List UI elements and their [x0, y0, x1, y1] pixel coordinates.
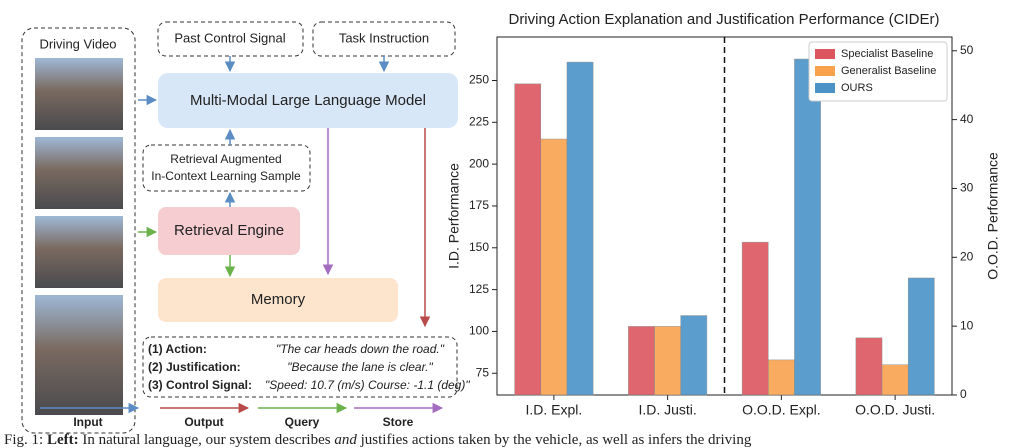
- diagram: Driving Video Past Control Signal Task I…: [21, 21, 470, 434]
- video-box: [21, 27, 136, 434]
- y-tick-label: 100: [469, 324, 489, 338]
- engine-box: [158, 207, 300, 255]
- chart-title: Driving Action Explanation and Justifica…: [508, 11, 939, 28]
- y-tick-label: 200: [469, 156, 489, 170]
- video-frame: [35, 137, 123, 209]
- output-label: (3) Control Signal:: [148, 378, 252, 392]
- video-label: Driving Video: [39, 36, 116, 51]
- legend-label: Input: [73, 415, 102, 429]
- x-tick-label: O.O.D. Expl.: [742, 402, 821, 418]
- caption-part: Left:: [47, 432, 79, 448]
- bar: [855, 337, 883, 396]
- bar: [907, 277, 935, 396]
- engine-label: Retrieval Engine: [174, 222, 284, 239]
- arrows: [40, 56, 444, 414]
- task-label: Task Instruction: [339, 30, 429, 45]
- past-box: [157, 21, 304, 57]
- y2-tick-label: 20: [960, 249, 974, 263]
- legend-label: Query: [285, 415, 320, 429]
- legend-label: Generalist Baseline: [841, 65, 936, 77]
- caption-part: Fig. 1:: [4, 432, 43, 448]
- legend-swatch: [815, 66, 835, 76]
- x-tick-label: I.D. Justi.: [638, 402, 696, 418]
- x-tick-label: I.D. Expl.: [525, 402, 582, 418]
- bar: [628, 326, 655, 396]
- output-text: "Speed: 10.7 (m/s) Course: -1.1 (deg)": [265, 378, 470, 392]
- sample-box: [142, 144, 311, 192]
- video-frame: [35, 216, 123, 288]
- y-tick-label: 150: [469, 240, 489, 254]
- output-label: (1) Action:: [148, 342, 207, 356]
- bar: [768, 359, 795, 396]
- bar: [654, 326, 681, 396]
- caption: Fig. 1: Left: In natural language, our s…: [4, 432, 752, 448]
- y-tick-label: 125: [469, 282, 489, 296]
- chart: Driving Action Explanation and Justifica…: [446, 11, 1001, 418]
- legend-label: Output: [184, 415, 223, 429]
- y-tick-label: 225: [469, 114, 489, 128]
- y2-tick-label: 10: [960, 318, 974, 332]
- y-tick-label: 250: [469, 73, 489, 87]
- legend-box: [808, 41, 948, 102]
- memory-label: Memory: [251, 291, 306, 308]
- bar: [540, 138, 568, 396]
- y2-tick-label: 50: [960, 43, 974, 57]
- y2-tick-label: 30: [960, 181, 974, 195]
- output-text: "Because the lane is clear.": [287, 360, 433, 374]
- legend-label: OURS: [841, 82, 873, 94]
- x-tick-label: O.O.D. Justi.: [855, 402, 935, 418]
- y-tick-label: 75: [476, 365, 490, 379]
- past-label: Past Control Signal: [174, 30, 285, 45]
- bar: [794, 58, 821, 396]
- bar: [881, 364, 909, 396]
- bar: [680, 315, 708, 396]
- y2-axis-label: O.O.D. Performance: [985, 152, 1001, 280]
- output-lines: (1) Action: "The car heads down the road.…: [148, 342, 470, 392]
- caption-part: In natural language, our system describe…: [82, 432, 330, 448]
- y-tick-label: 175: [469, 198, 489, 212]
- memory-box: [158, 278, 398, 322]
- sample-label: In-Context Learning Sample: [151, 169, 301, 183]
- legend-label: Specialist Baseline: [841, 48, 933, 60]
- sample-label: Retrieval Augmented: [170, 152, 281, 166]
- legend-swatch: [815, 83, 835, 93]
- output-box: [142, 336, 458, 398]
- mllm-label: Multi-Modal Large Language Model: [190, 92, 426, 109]
- caption-part: and: [334, 432, 357, 448]
- caption-part: justifies actions taken by the vehicle, …: [360, 432, 752, 448]
- y2-tick-label: 40: [960, 112, 974, 126]
- y2-tick-label: 0: [960, 387, 967, 401]
- bar: [741, 241, 769, 396]
- legend-label: Store: [383, 415, 414, 429]
- legend-swatch: [815, 49, 835, 59]
- bar: [514, 83, 542, 396]
- video-frame: [35, 295, 123, 415]
- mllm-box: [158, 73, 458, 128]
- output-label: (2) Justification:: [148, 360, 241, 374]
- output-text: "The car heads down the road.": [276, 342, 445, 356]
- bar: [566, 61, 594, 396]
- video-frame: [35, 58, 123, 130]
- y-axis-label: I.D. Performance: [446, 163, 462, 269]
